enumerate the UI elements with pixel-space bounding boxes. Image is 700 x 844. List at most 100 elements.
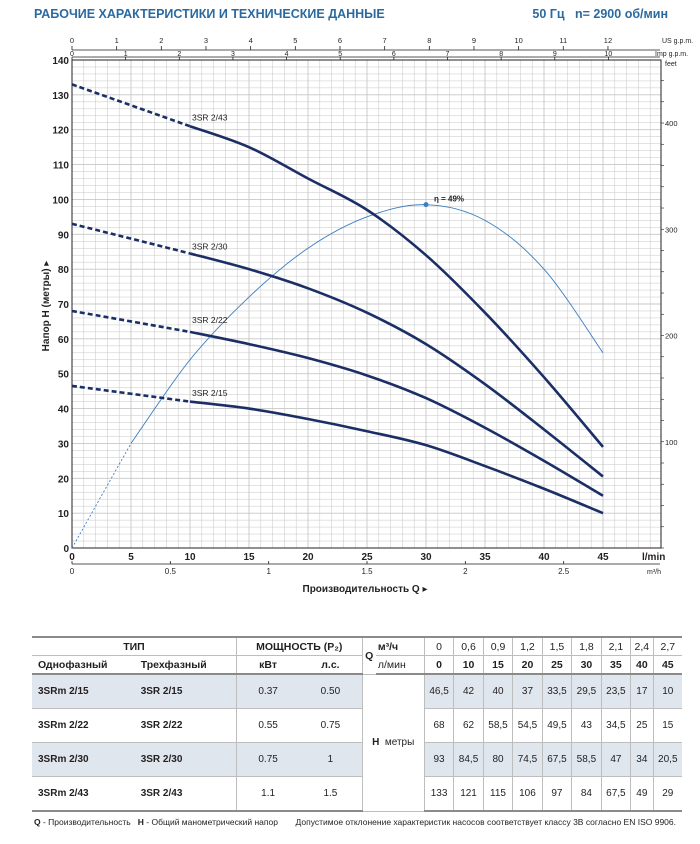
q-unit-m3h: м³/ч xyxy=(375,636,425,656)
footer-q: Q xyxy=(34,817,41,827)
curve-label: 3SR 2/43 xyxy=(192,113,228,123)
m3h-tick-label: 2 xyxy=(463,567,468,576)
m3h-tick-label: 1.5 xyxy=(361,567,373,576)
model-single: 3SRm 2/30 xyxy=(32,742,141,777)
feet-tick-label: 300 xyxy=(665,225,678,234)
imp-tick-label: 4 xyxy=(285,51,289,58)
col-type: ТИП xyxy=(32,636,237,656)
curve-dashed-start xyxy=(71,83,191,128)
col-kw: кВт xyxy=(235,655,300,675)
y-tick-label: 10 xyxy=(58,509,70,520)
y-tick-label: 100 xyxy=(52,195,69,206)
q-lmin: 45 xyxy=(652,655,682,675)
q-lmin: 0 xyxy=(423,655,454,675)
y-tick-label: 70 xyxy=(58,300,70,311)
us-tick-label: 10 xyxy=(514,36,522,45)
us-tick-label: 5 xyxy=(293,36,297,45)
curve-label: 3SR 2/22 xyxy=(192,315,228,325)
head-value: 34 xyxy=(630,742,654,777)
x-tick-label: 35 xyxy=(479,552,491,563)
model-single: 3SRm 2/15 xyxy=(32,674,141,709)
us-tick-label: 4 xyxy=(249,36,253,45)
y-tick-label: 110 xyxy=(53,161,70,172)
plot-frame xyxy=(71,59,662,549)
efficiency-curve-dashed xyxy=(71,443,132,549)
head-value: 43 xyxy=(571,708,602,743)
power-kw: 0.37 xyxy=(235,674,300,709)
q-m3h: 1,2 xyxy=(512,636,543,656)
head-value: 49 xyxy=(630,776,654,812)
y-tick-label: 50 xyxy=(58,370,70,381)
curve-dashed-start xyxy=(71,384,191,403)
us-tick-label: 6 xyxy=(338,36,342,45)
q-m3h: 2,1 xyxy=(600,636,631,656)
m3h-tick-label: 1 xyxy=(266,567,271,576)
model-three: 3SR 2/43 xyxy=(140,776,237,812)
speed-spec: 50 Гц n= 2900 об/мин xyxy=(532,7,668,21)
q-m3h: 0,9 xyxy=(482,636,513,656)
model-single: 3SRm 2/43 xyxy=(32,776,141,812)
q-lmin: 35 xyxy=(600,655,631,675)
pump-performance-chart: 0 1 2 3 4 5 6 7 8 9 10 11 12 US g.p.m.0 1 2 3 4 5 6 7 8 9 10 Imp… xyxy=(41,36,693,595)
h-label: H метры xyxy=(361,674,425,812)
feet-tick-label: 200 xyxy=(665,332,678,341)
head-value: 93 xyxy=(423,742,454,777)
table-row: 3SRm 2/22 3SR 2/22 0.55 0.75 68 62 58,5 … xyxy=(32,708,682,743)
q-m3h: 1,8 xyxy=(571,636,602,656)
imp-tick-label: 2 xyxy=(177,51,181,58)
head-value: 33,5 xyxy=(541,674,572,709)
imp-tick-label: 0 xyxy=(70,51,74,58)
m3h-tick-label: 0 xyxy=(70,567,75,576)
model-three: 3SR 2/22 xyxy=(140,708,237,743)
us-tick-label: 12 xyxy=(604,36,612,45)
curve-dashed-start xyxy=(71,222,191,255)
us-tick-label: 0 xyxy=(70,36,74,45)
head-value: 58,5 xyxy=(482,708,513,743)
performance-curve xyxy=(189,125,604,448)
table-row: 3SRm 2/15 3SR 2/15 0.37 0.50 H метры 46,… xyxy=(32,674,682,812)
us-tick-label: 8 xyxy=(427,36,431,45)
table-row: 3SRm 2/43 3SR 2/43 1.1 1.5 133 121 115 1… xyxy=(32,776,682,812)
footer-q-text: - Производительность xyxy=(40,817,134,827)
y-tick-label: 90 xyxy=(58,230,70,241)
q-lmin: 10 xyxy=(453,655,484,675)
head-value: 25 xyxy=(630,708,654,743)
head-value: 67,5 xyxy=(600,776,631,812)
model-single: 3SRm 2/22 xyxy=(32,708,141,743)
col-single-phase: Однофазный xyxy=(32,655,141,675)
x-tick-label: 25 xyxy=(361,552,373,563)
head-value: 23,5 xyxy=(600,674,631,709)
head-value: 80 xyxy=(482,742,513,777)
feet-tick-label: 100 xyxy=(665,438,678,447)
y-tick-label: 120 xyxy=(52,126,69,137)
efficiency-peak-point xyxy=(423,202,429,208)
head-value: 68 xyxy=(423,708,454,743)
power-hp: 0.50 xyxy=(299,674,363,709)
footer-tolerance-note: Допустимое отклонение характеристик насо… xyxy=(295,817,676,827)
imp-tick-label: 7 xyxy=(446,51,450,58)
q-m3h: 2,4 xyxy=(630,636,654,656)
x-tick-label: 40 xyxy=(538,552,550,563)
model-three: 3SR 2/15 xyxy=(140,674,237,709)
power-hp: 0.75 xyxy=(299,708,363,743)
y-tick-label: 20 xyxy=(58,474,70,485)
head-value: 17 xyxy=(630,674,654,709)
x-tick-label: 0 xyxy=(69,552,75,563)
head-value: 74,5 xyxy=(512,742,543,777)
head-value: 49,5 xyxy=(541,708,572,743)
head-value: 20,5 xyxy=(652,742,682,777)
page-title: РАБОЧИЕ ХАРАКТЕРИСТИКИ И ТЕХНИЧЕСКИЕ ДАН… xyxy=(34,7,385,21)
power-kw: 1.1 xyxy=(235,776,300,812)
curve-label: 3SR 2/15 xyxy=(192,388,228,398)
performance-curve xyxy=(189,400,604,515)
head-value: 106 xyxy=(512,776,543,812)
x-tick-label: 15 xyxy=(243,552,255,563)
feet-unit-label: feet xyxy=(665,61,677,68)
q-lmin: 30 xyxy=(571,655,602,675)
power-kw: 0.75 xyxy=(235,742,300,777)
imp-unit-label: Imp g.p.m. xyxy=(655,51,688,58)
q-lmin: 25 xyxy=(541,655,572,675)
us-tick-label: 3 xyxy=(204,36,208,45)
q-m3h: 1,5 xyxy=(541,636,572,656)
imp-tick-label: 1 xyxy=(124,51,128,58)
